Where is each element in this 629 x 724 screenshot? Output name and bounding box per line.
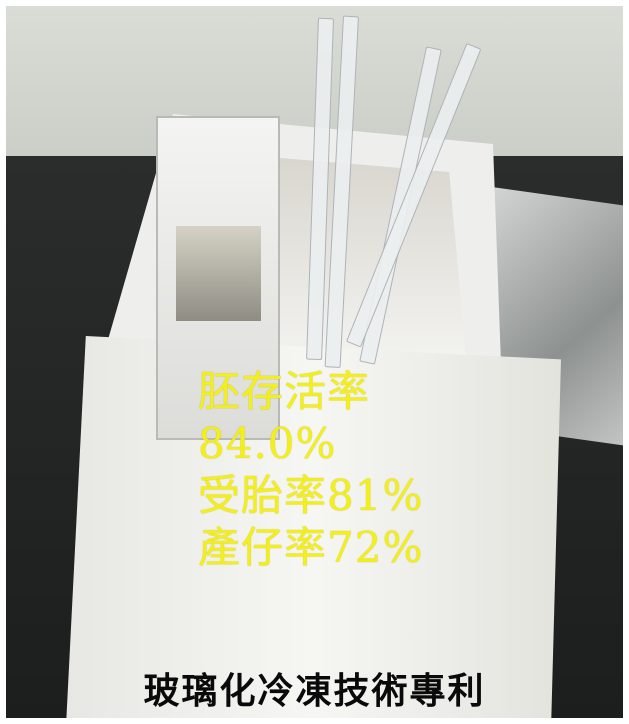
embryo-survival-label: 胚存活率 [198,367,371,416]
birth-rate: 產仔率72% [198,523,424,572]
metal-holder-window [176,226,261,321]
conception-rate: 受胎率81% [198,471,424,520]
embryo-survival-value: 84.0% [198,419,337,468]
photo [6,6,623,718]
caption: 玻璃化冷凍技術專利 [143,670,486,712]
foam-box-front [66,336,561,718]
stats-overlay: 胚存活率 84.0% 受胎率81% 產仔率72% [198,366,423,574]
